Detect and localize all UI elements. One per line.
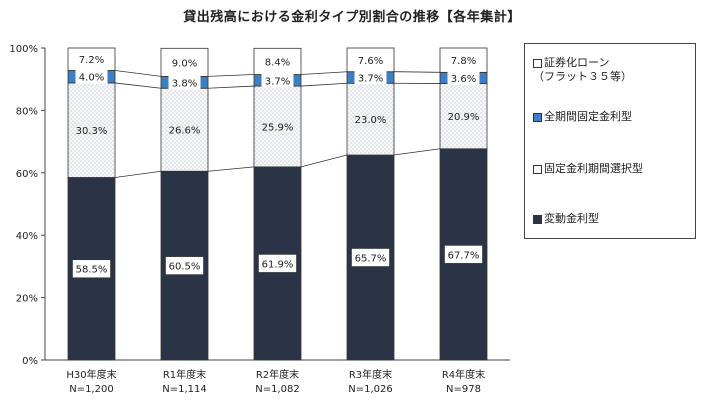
bar-segment-fixed-period xyxy=(160,87,209,172)
legend-label-variable: 変動金利型 xyxy=(544,212,599,225)
series-connector-line xyxy=(207,166,255,172)
series-connector-line xyxy=(300,71,348,75)
value-label-full-fixed: 3.7% xyxy=(358,73,383,84)
value-label-variable: 67.7% xyxy=(448,250,480,261)
y-tick-label: 100% xyxy=(9,44,38,55)
y-tick-label: 60% xyxy=(16,169,38,180)
legend-label-full-fixed: 全期間固定金利型 xyxy=(544,110,632,123)
legend-item-full-fixed: 全期間固定金利型 xyxy=(533,110,632,124)
value-label-bg xyxy=(261,73,294,88)
value-label-full-fixed: 3.7% xyxy=(265,76,290,87)
value-label-fixed-period: 20.9% xyxy=(448,112,480,123)
series-connector-line xyxy=(207,85,255,89)
value-label-fixed-period: 26.6% xyxy=(169,126,201,137)
legend-label-securitized: 証券化ローン xyxy=(544,56,610,69)
value-label-box xyxy=(258,254,297,273)
value-label-variable: 65.7% xyxy=(355,254,387,265)
value-label-securitized: 7.2% xyxy=(79,55,104,66)
bar-segment-fixed-period xyxy=(253,85,302,168)
value-label-box xyxy=(444,245,483,264)
value-label-bg xyxy=(354,70,387,85)
series-connector-line xyxy=(300,154,348,168)
x-tick-label: R1年度末 xyxy=(163,368,206,381)
series-connector-line xyxy=(207,74,255,77)
legend-swatch-fixed-period xyxy=(533,164,542,174)
series-connector-line xyxy=(393,148,441,156)
bar-segment-fixed-period xyxy=(67,82,116,178)
y-tick-label: 80% xyxy=(16,106,38,117)
y-tick-label: 20% xyxy=(16,294,38,305)
bar-segment-securitized xyxy=(253,47,302,75)
legend-item-fixed-period: 固定金利期間選択型 xyxy=(533,162,643,176)
series-connector-line xyxy=(114,70,162,77)
value-label-bg xyxy=(75,69,108,84)
value-label-fixed-period: 30.3% xyxy=(76,126,108,137)
series-connector-line xyxy=(114,170,162,178)
bar-segment-fixed-period xyxy=(439,83,488,150)
x-tick-label: H30年度末 xyxy=(66,368,116,381)
value-label-box xyxy=(351,248,390,267)
value-label-full-fixed: 3.8% xyxy=(172,78,197,89)
value-label-full-fixed: 3.6% xyxy=(451,74,476,85)
x-tick-sublabel: N=978 xyxy=(446,384,481,395)
x-tick-label: R4年度末 xyxy=(442,368,485,381)
value-label-fixed-period: 23.0% xyxy=(355,115,387,126)
legend-swatch-securitized xyxy=(533,58,542,68)
value-label-variable: 60.5% xyxy=(169,262,201,273)
value-label-securitized: 7.6% xyxy=(358,56,383,67)
legend-sublabel-securitized: （フラット３５等） xyxy=(533,70,632,83)
x-tick-sublabel: N=1,082 xyxy=(255,384,300,395)
legend-swatch-variable xyxy=(533,214,542,224)
y-tick-label: 40% xyxy=(16,231,38,242)
x-tick-sublabel: N=1,200 xyxy=(69,384,114,395)
value-label-securitized: 7.8% xyxy=(451,56,476,67)
value-label-securitized: 9.0% xyxy=(172,58,197,69)
x-tick-sublabel: N=1,114 xyxy=(162,384,207,395)
legend-label-fixed-period: 固定金利期間選択型 xyxy=(544,162,643,175)
legend-item-variable: 変動金利型 xyxy=(533,212,599,226)
series-connector-line xyxy=(114,82,162,89)
series-connector-line xyxy=(300,82,348,87)
value-label-box xyxy=(72,259,111,279)
value-label-variable: 61.9% xyxy=(262,259,294,270)
x-tick-sublabel: N=1,026 xyxy=(348,384,393,395)
legend: 証券化ローン （フラット３５等） 全期間固定金利型 固定金利期間選択型 変動金利… xyxy=(524,43,696,239)
chart-title: 貸出残高における金利タイプ別割合の推移【各年集計】 xyxy=(183,10,521,25)
value-label-securitized: 8.4% xyxy=(265,57,290,68)
legend-swatch-full-fixed xyxy=(533,112,542,122)
value-label-variable: 58.5% xyxy=(76,265,108,276)
x-tick-label: R2年度末 xyxy=(256,368,299,381)
value-label-box xyxy=(165,256,204,275)
y-tick-label: 0% xyxy=(22,356,38,367)
legend-item-securitized: 証券化ローン （フラット３５等） xyxy=(533,56,632,84)
x-tick-label: R3年度末 xyxy=(349,368,392,381)
value-label-full-fixed: 4.0% xyxy=(79,73,104,84)
value-label-bg xyxy=(447,70,480,85)
bar-segment-fixed-period xyxy=(346,82,395,156)
value-label-fixed-period: 25.9% xyxy=(262,122,294,133)
series-connector-line xyxy=(393,71,441,73)
value-label-bg xyxy=(168,75,201,90)
